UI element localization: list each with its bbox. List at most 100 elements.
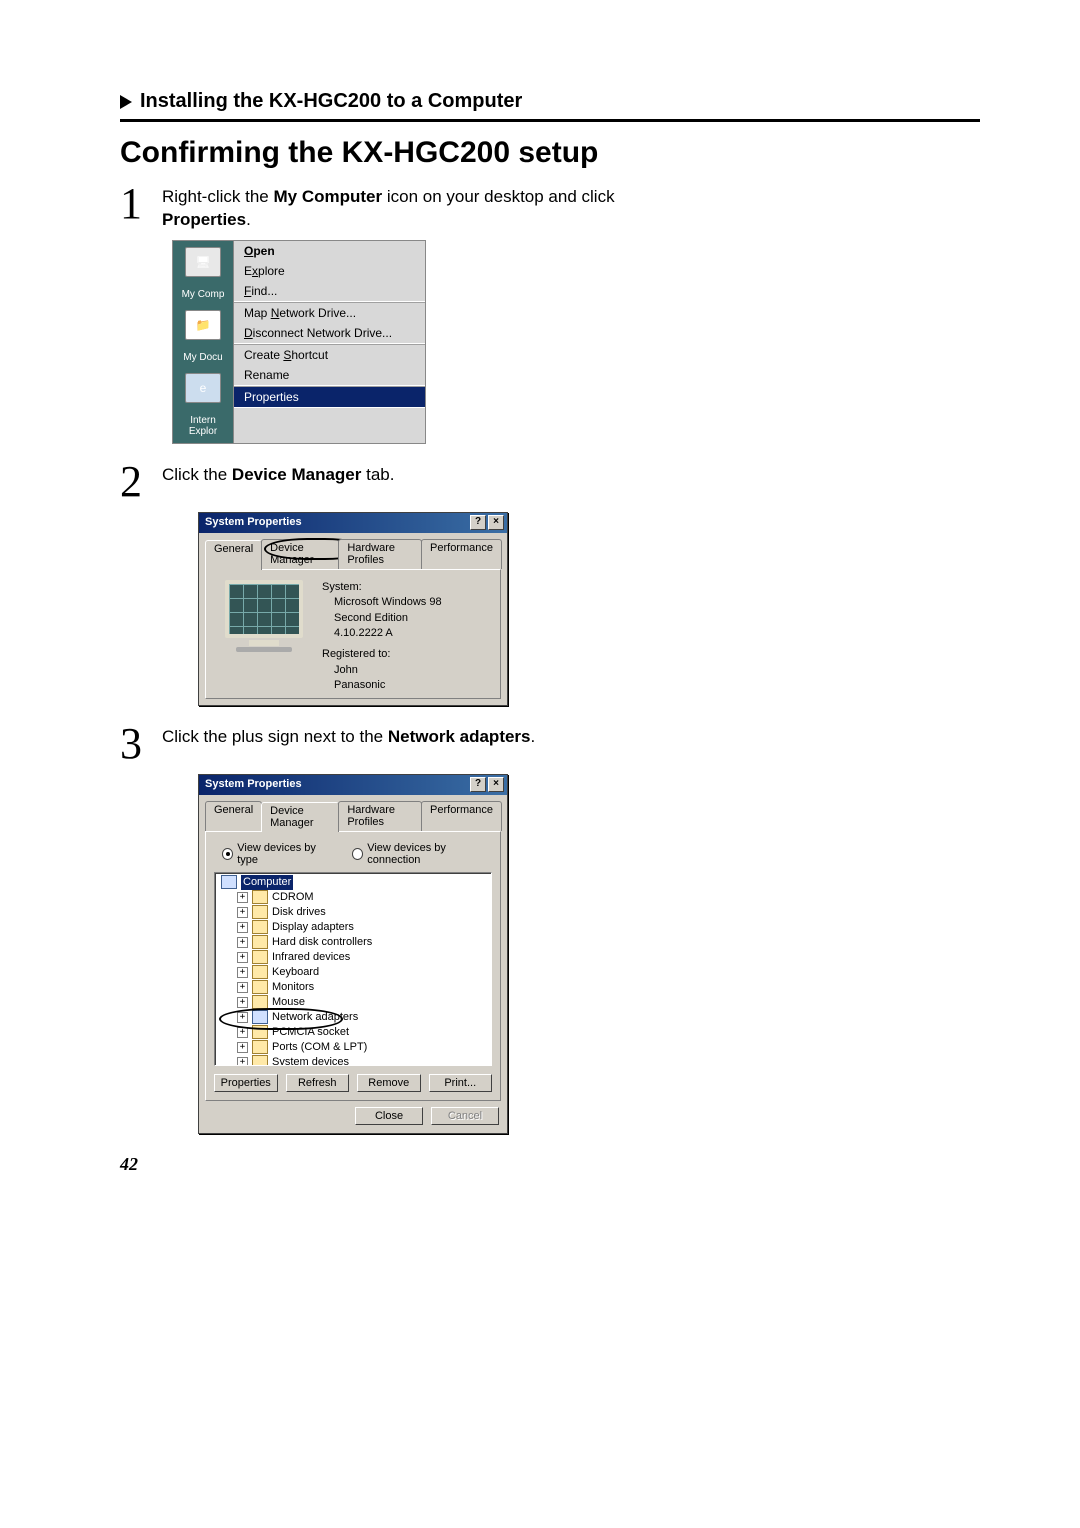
- tree-item[interactable]: +Infrared devices: [217, 950, 489, 965]
- expand-icon[interactable]: +: [237, 892, 248, 903]
- device-icon: [252, 965, 268, 979]
- menu-rename[interactable]: Rename: [234, 365, 425, 385]
- menu-open[interactable]: Open: [234, 241, 425, 261]
- text: Click the plus sign next to the: [162, 727, 388, 746]
- tree-label: PCMCIA socket: [272, 1025, 349, 1040]
- tree-item[interactable]: +Hard disk controllers: [217, 935, 489, 950]
- tree-item[interactable]: +Display adapters: [217, 920, 489, 935]
- text: Right-click the: [162, 187, 273, 206]
- radio-icon: [352, 848, 363, 860]
- tab-performance[interactable]: Performance: [421, 539, 502, 569]
- icon-label: My Docu: [174, 352, 232, 363]
- tab-hardware-profiles[interactable]: Hardware Profiles: [338, 539, 422, 569]
- label: Registered to:: [322, 647, 442, 662]
- label: System:: [322, 580, 442, 595]
- device-icon: [252, 1010, 268, 1024]
- help-button[interactable]: ?: [470, 777, 486, 792]
- expand-icon[interactable]: +: [237, 1012, 248, 1023]
- figure-3: System Properties ? × General Device Man…: [198, 774, 980, 1134]
- text: .: [246, 210, 251, 229]
- tree-item[interactable]: + Disk drives: [217, 905, 489, 920]
- expand-icon[interactable]: +: [237, 937, 248, 948]
- tree-item[interactable]: +System devices: [217, 1055, 489, 1066]
- tab-performance[interactable]: Performance: [421, 801, 502, 831]
- device-icon: [252, 995, 268, 1009]
- icon-label: My Comp: [174, 289, 232, 300]
- expand-icon[interactable]: +: [237, 952, 248, 963]
- tab-device-manager[interactable]: Device Manager: [261, 539, 339, 569]
- text: .: [531, 727, 536, 746]
- tab-general[interactable]: General: [205, 540, 262, 570]
- expand-icon[interactable]: +: [237, 997, 248, 1008]
- tree-item[interactable]: +Keyboard: [217, 965, 489, 980]
- tree-root[interactable]: Computer: [217, 875, 489, 890]
- remove-button[interactable]: Remove: [357, 1074, 421, 1092]
- tab-bar: General Device Manager Hardware Profiles…: [199, 533, 507, 569]
- step-number: 2: [120, 460, 162, 504]
- print-button[interactable]: Print...: [429, 1074, 493, 1092]
- tree-item-network-adapters[interactable]: +Network adapters: [217, 1010, 489, 1025]
- tree-item[interactable]: + CDROM: [217, 890, 489, 905]
- expand-icon[interactable]: +: [237, 922, 248, 933]
- dialog-title: System Properties: [205, 516, 302, 528]
- text: Click the: [162, 465, 232, 484]
- radio-icon: [222, 848, 233, 860]
- figure-2: System Properties ? × General Device Man…: [198, 512, 980, 706]
- device-icon: [252, 1055, 268, 1066]
- value: Microsoft Windows 98: [322, 595, 442, 610]
- menu-explore[interactable]: Explore: [234, 261, 425, 281]
- divider: [120, 119, 980, 122]
- device-icon: [252, 950, 268, 964]
- menu-disconnect-drive[interactable]: Disconnect Network Drive...: [234, 323, 425, 343]
- expand-icon[interactable]: +: [237, 1057, 248, 1066]
- ie-icon: e: [185, 373, 221, 403]
- tree-label: Disk drives: [272, 905, 326, 920]
- tab-hardware-profiles[interactable]: Hardware Profiles: [338, 801, 422, 831]
- device-icon: [252, 1025, 268, 1039]
- close-button[interactable]: ×: [488, 515, 504, 530]
- tree-label: CDROM: [272, 890, 314, 905]
- tree-item[interactable]: +Ports (COM & LPT): [217, 1040, 489, 1055]
- expand-icon[interactable]: +: [237, 907, 248, 918]
- menu-create-shortcut[interactable]: Create Shortcut: [234, 345, 425, 365]
- expand-icon[interactable]: +: [237, 982, 248, 993]
- tree-item[interactable]: +Mouse: [217, 995, 489, 1010]
- text: tab.: [361, 465, 394, 484]
- expand-icon[interactable]: +: [237, 1042, 248, 1053]
- step-number: 3: [120, 722, 162, 766]
- section-header: Installing the KX-HGC200 to a Computer: [120, 90, 980, 113]
- refresh-button[interactable]: Refresh: [286, 1074, 350, 1092]
- device-icon: [252, 890, 268, 904]
- menu-map-drive[interactable]: Map Network Drive...: [234, 303, 425, 323]
- radio-by-type[interactable]: View devices by type: [222, 842, 332, 866]
- radio-by-connection[interactable]: View devices by connection: [352, 842, 492, 866]
- help-button[interactable]: ?: [470, 515, 486, 530]
- device-tree: Computer + CDROM + Disk drives +Display ad…: [214, 872, 492, 1066]
- device-icon: [252, 935, 268, 949]
- tab-general[interactable]: General: [205, 801, 262, 831]
- desktop-strip: 🖥 My Comp 📁 My Docu e Intern Explor: [173, 241, 233, 443]
- close-button[interactable]: Close: [355, 1107, 423, 1125]
- device-icon: [252, 1040, 268, 1054]
- close-button[interactable]: ×: [488, 777, 504, 792]
- text-bold: My Computer: [273, 187, 382, 206]
- properties-button[interactable]: Properties: [214, 1074, 278, 1092]
- text: icon on your desktop and click: [382, 187, 614, 206]
- tree-item[interactable]: + Monitors: [217, 980, 489, 995]
- value: John: [322, 663, 442, 678]
- tab-bar: General Device Manager Hardware Profiles…: [199, 795, 507, 831]
- page-title: Confirming the KX-HGC200 setup: [120, 136, 980, 170]
- section-title: Installing the KX-HGC200 to a Computer: [140, 90, 522, 112]
- menu-find[interactable]: Find...: [234, 281, 425, 301]
- text-bold: Network adapters: [388, 727, 531, 746]
- expand-icon[interactable]: +: [237, 967, 248, 978]
- tree-item[interactable]: + PCMCIA socket: [217, 1025, 489, 1040]
- tab-device-manager[interactable]: Device Manager: [261, 802, 339, 832]
- device-icon: [252, 980, 268, 994]
- tree-label: Monitors: [272, 980, 314, 995]
- expand-icon[interactable]: +: [237, 1027, 248, 1038]
- menu-properties[interactable]: Properties: [234, 387, 425, 407]
- step-3: 3 Click the plus sign next to the Networ…: [120, 722, 980, 766]
- figure-1: 🖥 My Comp 📁 My Docu e Intern Explor Open…: [172, 240, 980, 444]
- dialog-titlebar: System Properties ? ×: [199, 513, 507, 533]
